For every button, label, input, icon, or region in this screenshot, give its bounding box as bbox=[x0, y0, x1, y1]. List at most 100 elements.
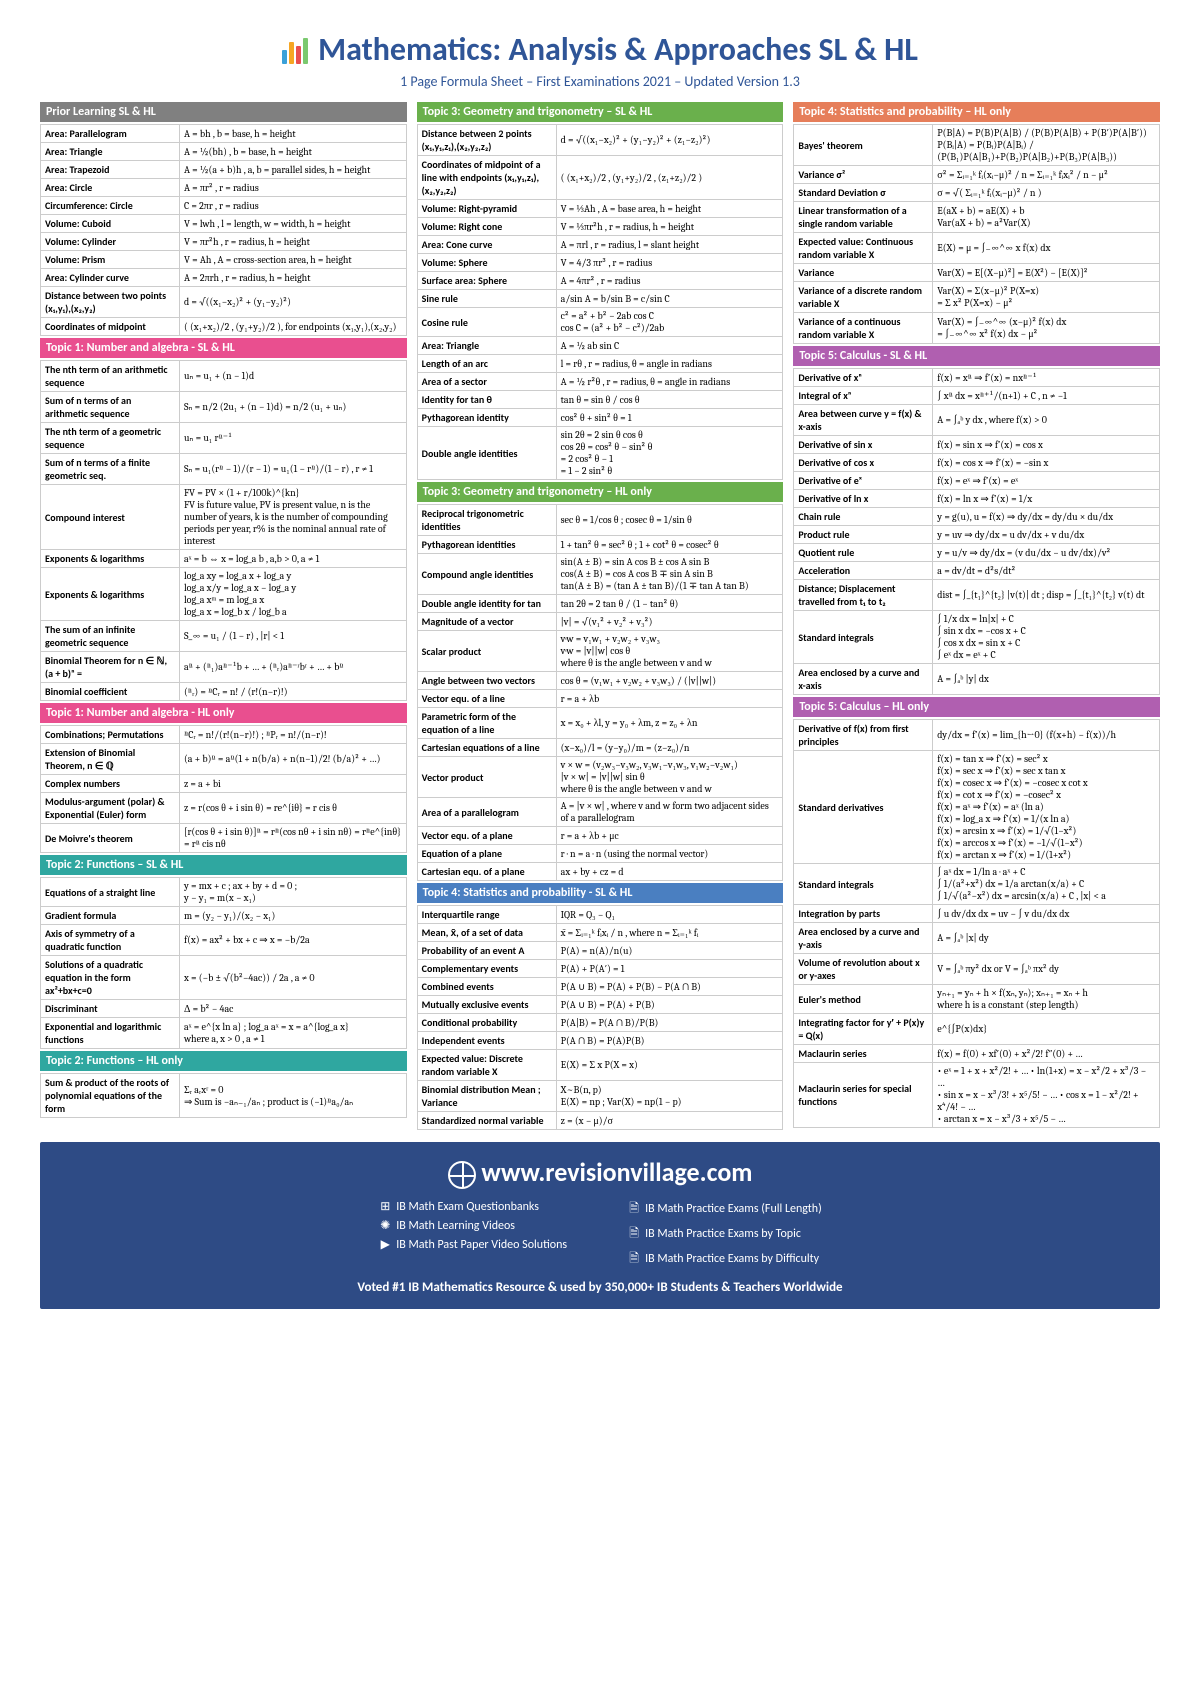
formula-value: A = ∫ₐᵇ |x| dy bbox=[933, 923, 1160, 954]
formula-value: V = lwh , l = length, w = width, h = hei… bbox=[179, 215, 406, 233]
formula-value: z = a + bi bbox=[179, 775, 406, 793]
formula-label: Mutually exclusive events bbox=[417, 996, 556, 1014]
formula-value: d = √((x₁−x₂)² + (y₁−y₂)² + (z₁−z₂)²) bbox=[556, 125, 783, 156]
formula-label: The sum of an infinite geometric sequenc… bbox=[41, 621, 180, 652]
table-row: Binomial distribution Mean ; VarianceX~B… bbox=[417, 1081, 783, 1112]
formula-label: Combined events bbox=[417, 978, 556, 996]
formula-label: Integral of xⁿ bbox=[794, 387, 933, 405]
formula-label: Double angle identities bbox=[417, 427, 556, 480]
formula-value: A = ½ r²θ , r = radius, θ = angle in rad… bbox=[556, 373, 783, 391]
link-icon: ✺ bbox=[378, 1218, 392, 1233]
table-row: Interquartile rangeIQR = Q₃ − Q₁ bbox=[417, 906, 783, 924]
formula-label: Expected value: Continuous random variab… bbox=[794, 233, 933, 264]
formula-value: (a + b)ⁿ = aⁿ(1 + n(b/a) + n(n−1)/2! (b/… bbox=[179, 744, 406, 775]
table-row: Coordinates of midpoint of a line with e… bbox=[417, 156, 783, 200]
formula-label: Equation of a plane bbox=[417, 845, 556, 863]
formula-value: ⁿCᵣ = n!/(r!(n−r)!) ; ⁿPᵣ = n!/(n−r)! bbox=[179, 726, 406, 744]
formula-value: E(X) = Σ x P(X = x) bbox=[556, 1050, 783, 1081]
table-row: De Moivre's theorem[r(cos θ + i sin θ)]ⁿ… bbox=[41, 824, 407, 853]
table-row: Area: ParallelogramA = bh , b = base, h … bbox=[41, 125, 407, 143]
formula-label: Coordinates of midpoint bbox=[41, 318, 180, 336]
table-row: Vector equ. of a liner = a + λb bbox=[417, 690, 783, 708]
formula-value: A = bh , b = base, h = height bbox=[179, 125, 406, 143]
footer-links: ⊞IB Math Exam Questionbanks✺IB Math Lear… bbox=[60, 1197, 1140, 1272]
table-row: Volume: CylinderV = πr²h , r = radius, h… bbox=[41, 233, 407, 251]
formula-label: The nth term of a geometric sequence bbox=[41, 423, 180, 454]
formula-label: Integration by parts bbox=[794, 905, 933, 923]
formula-label: Pythagorean identity bbox=[417, 409, 556, 427]
formula-value: m = (y₂ − y₁)/(x₂ − x₁) bbox=[179, 907, 406, 925]
table-row: Magnitude of a vector|v| = √(v₁² + v₂² +… bbox=[417, 613, 783, 631]
section-header: Topic 2: Functions – SL & HL bbox=[40, 855, 407, 875]
footer-link[interactable]: ▶IB Math Past Paper Video Solutions bbox=[378, 1235, 567, 1254]
table-row: Sum & product of the roots of polynomial… bbox=[41, 1074, 407, 1118]
formula-value: f(x) = ln x ⇒ f′(x) = 1/x bbox=[933, 490, 1160, 508]
formula-label: Pythagorean identities bbox=[417, 536, 556, 554]
table-row: Modulus-argument (polar) & Exponential (… bbox=[41, 793, 407, 824]
formula-label: Volume: Cuboid bbox=[41, 215, 180, 233]
table-row: Sum of n terms of a finite geometric seq… bbox=[41, 454, 407, 485]
table-row: Combined eventsP(A ∪ B) = P(A) + P(B) − … bbox=[417, 978, 783, 996]
formula-label: Discriminant bbox=[41, 1000, 180, 1018]
formula-value: ∫ xⁿ dx = xⁿ⁺¹/(n+1) + C , n ≠ −1 bbox=[933, 387, 1160, 405]
formula-label: Magnitude of a vector bbox=[417, 613, 556, 631]
formula-value: f(x) = eˣ ⇒ f′(x) = eˣ bbox=[933, 472, 1160, 490]
formula-value: ax + by + cz = d bbox=[556, 863, 783, 881]
formula-value: P(B|A) = P(B)P(A|B) / (P(B)P(A|B) + P(B′… bbox=[933, 125, 1160, 166]
formula-value: y = u/v ⇒ dy/dx = (v du/dx − u dv/dx)/v² bbox=[933, 544, 1160, 562]
formula-label: The nth term of an arithmetic sequence bbox=[41, 361, 180, 392]
formula-label: Extension of Binomial Theorem, n ∈ ℚ bbox=[41, 744, 180, 775]
footer-link[interactable]: 🗎IB Math Practice Exams by Difficulty bbox=[627, 1247, 822, 1272]
formula-label: Volume: Prism bbox=[41, 251, 180, 269]
formula-label: Vector equ. of a line bbox=[417, 690, 556, 708]
formula-value: V = ∫ₐᵇ πy² dx or V = ∫ₐᵇ πx² dy bbox=[933, 954, 1160, 985]
table-row: Volume: SphereV = 4/3 πr³ , r = radius bbox=[417, 254, 783, 272]
table-row: Area: Cone curveA = πrl , r = radius, l … bbox=[417, 236, 783, 254]
formula-value: f(x) = xⁿ ⇒ f′(x) = nxⁿ⁻¹ bbox=[933, 369, 1160, 387]
formula-value: ( (x₁+x₂)/2 , (y₁+y₂)/2 ), for endpoints… bbox=[179, 318, 406, 336]
section-header: Topic 4: Statistics and probability – HL… bbox=[793, 102, 1160, 122]
column-2: Topic 3: Geometry and trigonometry – SL … bbox=[417, 102, 784, 1130]
formula-value: log_a xy = log_a x + log_a y log_a x/y =… bbox=[179, 568, 406, 621]
formula-label: Gradient formula bbox=[41, 907, 180, 925]
formula-value: V = 4/3 πr³ , r = radius bbox=[556, 254, 783, 272]
footer-link[interactable]: 🗎IB Math Practice Exams by Topic bbox=[627, 1222, 822, 1247]
formula-value: |v| = √(v₁² + v₂² + v₃²) bbox=[556, 613, 783, 631]
link-icon: ▶ bbox=[378, 1237, 392, 1252]
formula-label: Interquartile range bbox=[417, 906, 556, 924]
table-row: Variance of a continuous random variable… bbox=[794, 313, 1160, 344]
table-row: Standard derivativesf(x) = tan x ⇒ f′(x)… bbox=[794, 751, 1160, 864]
table-row: Conditional probabilityP(A|B) = P(A ∩ B)… bbox=[417, 1014, 783, 1032]
table-row: Distance between 2 points (x₁,y₁,z₁),(x₂… bbox=[417, 125, 783, 156]
formula-label: Area: Triangle bbox=[41, 143, 180, 161]
formula-label: Circumference: Circle bbox=[41, 197, 180, 215]
footer-link[interactable]: ⊞IB Math Exam Questionbanks bbox=[378, 1197, 567, 1216]
formula-label: Variance of a continuous random variable… bbox=[794, 313, 933, 344]
formula-label: Integrating factor for y′ + P(x)y = Q(x) bbox=[794, 1014, 933, 1045]
formula-label: Coordinates of midpoint of a line with e… bbox=[417, 156, 556, 200]
formula-label: Conditional probability bbox=[417, 1014, 556, 1032]
formula-value: x = (−b ± √(b²−4ac)) / 2a , a ≠ 0 bbox=[179, 956, 406, 1000]
table-row: Integrating factor for y′ + P(x)y = Q(x)… bbox=[794, 1014, 1160, 1045]
table-row: Variance of a discrete random variable X… bbox=[794, 282, 1160, 313]
formula-value: aˣ = b ⇔ x = log_a b , a,b > 0, a ≠ 1 bbox=[179, 550, 406, 568]
formula-table: Reciprocal trigonometric identitiessec θ… bbox=[417, 504, 784, 881]
formula-value: Var(X) = E[(X−μ)²] = E(X²) − [E(X)]² bbox=[933, 264, 1160, 282]
formula-label: Sum of n terms of a finite geometric seq… bbox=[41, 454, 180, 485]
formula-table: The nth term of an arithmetic sequenceuₙ… bbox=[40, 360, 407, 701]
formula-label: Derivative of eˣ bbox=[794, 472, 933, 490]
link-icon: 🗎 bbox=[627, 1249, 641, 1270]
formula-value: P(A|B) = P(A ∩ B)/P(B) bbox=[556, 1014, 783, 1032]
formula-value: A = ∫ₐᵇ |y| dx bbox=[933, 664, 1160, 695]
formula-value: f(x) = tan x ⇒ f′(x) = sec² x f(x) = sec… bbox=[933, 751, 1160, 864]
table-row: Combinations; PermutationsⁿCᵣ = n!/(r!(n… bbox=[41, 726, 407, 744]
formula-value: y = mx + c ; ax + by + d = 0 ; y − y₁ = … bbox=[179, 878, 406, 907]
table-row: Mean, x̄, of a set of datax̄ = Σᵢ₌₁ᵏ fᵢx… bbox=[417, 924, 783, 942]
formula-label: Variance of a discrete random variable X bbox=[794, 282, 933, 313]
footer-link[interactable]: 🗎IB Math Practice Exams (Full Length) bbox=[627, 1197, 822, 1222]
page-title: Mathematics: Analysis & Approaches SL & … bbox=[282, 30, 918, 69]
formula-value: e^{∫P(x)dx} bbox=[933, 1014, 1160, 1045]
footer-link[interactable]: ✺IB Math Learning Videos bbox=[378, 1216, 567, 1235]
formula-value: • eˣ = 1 + x + x²/2! + … • ln(1+x) = x −… bbox=[933, 1063, 1160, 1128]
formula-label: Linear transformation of a single random… bbox=[794, 202, 933, 233]
